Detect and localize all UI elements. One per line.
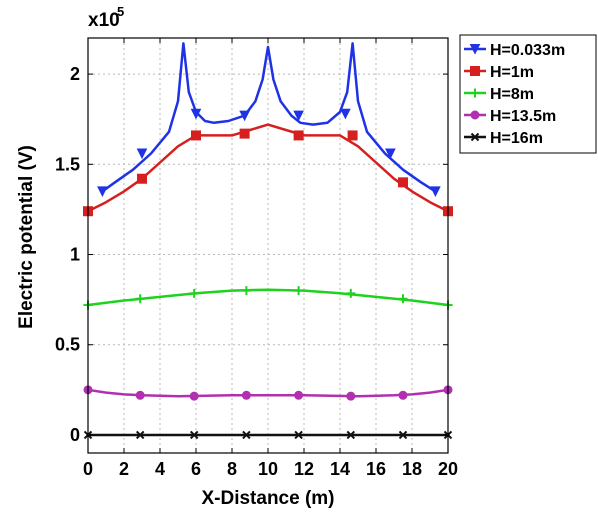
series-5	[83, 430, 453, 440]
legend-label: H=8m	[490, 86, 534, 103]
series-marker	[239, 110, 250, 122]
y-tick-label: 0	[70, 425, 80, 445]
series-marker	[294, 390, 304, 400]
series-marker	[346, 391, 356, 401]
series-marker	[346, 288, 356, 298]
series-marker	[189, 288, 199, 298]
legend-marker	[470, 66, 480, 76]
x-tick-label: 8	[227, 459, 237, 479]
series-marker	[430, 186, 441, 197]
legend-marker	[470, 110, 480, 120]
y-tick-label: 2	[70, 64, 80, 84]
x-tick-label: 20	[438, 459, 458, 479]
x-tick-label: 12	[294, 459, 314, 479]
ticks: 0 2 4 6 8 10 12 14 16 18 20 0 0.5 1 1.5 2	[55, 38, 458, 479]
series-marker	[137, 173, 147, 184]
grid	[88, 38, 448, 453]
series-marker	[190, 108, 202, 120]
series-marker	[293, 130, 304, 141]
axes	[87, 37, 449, 454]
series-line	[87, 288, 449, 307]
legend-item: H=8m	[464, 86, 534, 103]
x-tick-label: 0	[83, 459, 93, 479]
series-marker	[293, 110, 304, 122]
legend-label: H=0.033m	[490, 42, 565, 59]
series-marker	[398, 390, 408, 400]
x-tick-label: 18	[402, 459, 422, 479]
legend-label: H=13.5m	[490, 108, 556, 125]
series-marker	[189, 430, 199, 440]
series-marker	[347, 130, 358, 141]
series-line	[101, 42, 437, 193]
y-tick-label: 1	[70, 245, 80, 265]
legend-item: H=1m	[464, 64, 534, 81]
x-tick-label: 6	[191, 459, 201, 479]
series-line	[87, 123, 449, 213]
series-marker	[346, 430, 356, 440]
series-marker	[241, 286, 251, 296]
x-tick-label: 16	[366, 459, 386, 479]
y-tick-label: 1.5	[55, 154, 80, 174]
series-1	[97, 42, 441, 197]
x-tick-label: 4	[155, 459, 165, 479]
legend-item: H=0.033m	[464, 42, 565, 59]
series-marker	[242, 430, 251, 440]
y-tick-label: 0.5	[55, 335, 80, 355]
series-marker	[398, 430, 408, 440]
plot-frame	[87, 37, 449, 454]
series-marker	[294, 430, 303, 440]
legend-item: H=16m	[464, 130, 543, 147]
y-multiplier-exponent: 5	[117, 4, 124, 19]
series-marker	[136, 148, 148, 160]
series-marker	[97, 186, 108, 197]
series-marker	[135, 390, 145, 400]
x-tick-label: 10	[258, 459, 278, 479]
series-marker	[241, 390, 251, 400]
y-axis-label: Electric potential (V)	[16, 145, 37, 329]
series-marker	[398, 294, 408, 304]
legend-label: H=16m	[490, 130, 543, 147]
x-tick-label: 14	[330, 459, 350, 479]
x-axis-label: X-Distance (m)	[201, 488, 334, 509]
legend-marker	[470, 88, 480, 98]
series-marker	[340, 108, 351, 120]
legend-marker	[469, 44, 481, 55]
legend-marker	[470, 132, 480, 142]
series-marker	[398, 177, 408, 188]
series-3	[83, 286, 453, 310]
series-line	[87, 388, 449, 398]
x-tick-label: 2	[119, 459, 129, 479]
legend: H=0.033m H=1m H=8m H=13.5m H=16m	[459, 34, 597, 154]
series-marker	[135, 430, 145, 440]
series-marker	[135, 294, 145, 304]
series-marker	[385, 148, 396, 160]
legend-item: H=13.5m	[464, 108, 556, 125]
series-marker	[191, 130, 201, 141]
series-marker	[189, 391, 199, 401]
series-marker	[294, 286, 304, 296]
legend-label: H=1m	[490, 64, 534, 81]
series-marker	[239, 128, 250, 139]
y-multiplier-base: x10	[88, 10, 120, 31]
